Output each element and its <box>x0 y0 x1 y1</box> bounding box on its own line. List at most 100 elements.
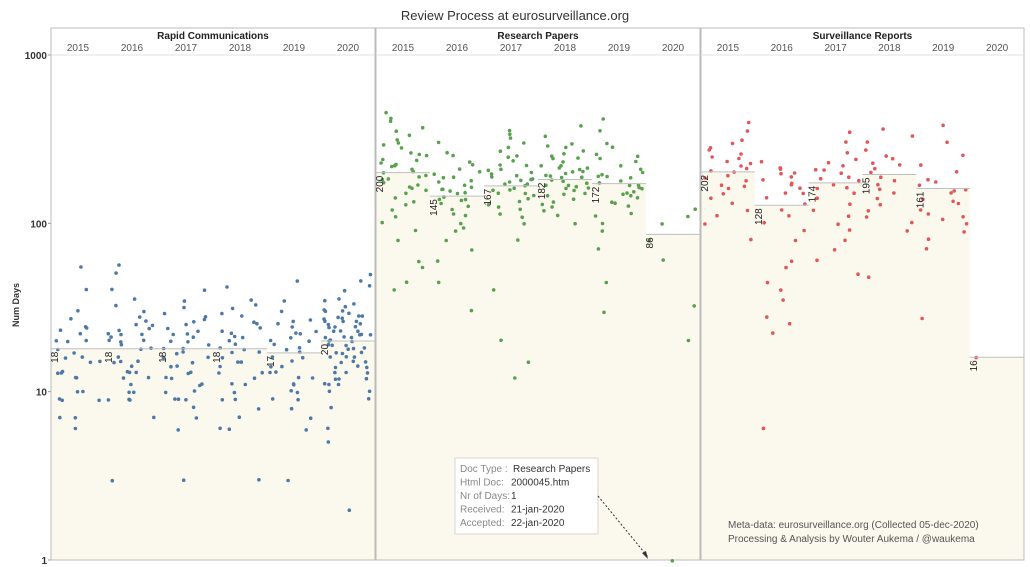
data-point <box>73 426 78 431</box>
panel-title: Rapid Communications <box>157 31 269 42</box>
data-point <box>347 508 352 512</box>
data-point <box>566 183 571 188</box>
data-point <box>364 376 369 381</box>
data-point <box>280 364 284 369</box>
data-point <box>286 478 290 483</box>
data-point <box>892 191 896 195</box>
data-point <box>513 376 517 380</box>
year-label: 2015 <box>392 43 415 54</box>
data-point <box>548 174 553 178</box>
data-point <box>125 369 130 374</box>
data-point <box>878 202 883 207</box>
data-point <box>304 428 309 432</box>
data-point <box>836 222 840 226</box>
data-point <box>432 172 437 176</box>
data-point <box>491 288 496 292</box>
data-point <box>561 179 565 183</box>
data-point <box>139 347 143 352</box>
data-point <box>218 364 222 369</box>
data-point <box>455 191 460 196</box>
data-point <box>420 265 425 270</box>
data-point <box>522 222 526 226</box>
data-point <box>119 342 124 347</box>
data-point <box>161 355 166 360</box>
data-point <box>341 319 345 324</box>
data-point <box>876 182 880 187</box>
median-label-2020: 16 <box>969 360 980 372</box>
data-point <box>508 188 512 192</box>
data-point <box>910 134 915 138</box>
data-point <box>730 201 734 206</box>
data-point <box>230 382 234 386</box>
data-point <box>349 335 354 340</box>
data-point <box>106 398 111 402</box>
data-point <box>97 398 101 403</box>
data-point <box>844 140 848 144</box>
data-point <box>326 342 331 347</box>
data-point <box>336 382 341 387</box>
median-label-2016: 18 <box>104 351 115 363</box>
data-point <box>296 397 300 402</box>
data-point <box>459 221 463 226</box>
data-point <box>182 299 187 303</box>
data-point <box>877 187 882 192</box>
data-point <box>220 311 224 316</box>
data-point <box>328 355 333 359</box>
data-point <box>367 284 372 288</box>
data-point <box>506 145 511 150</box>
tooltip-box <box>454 457 599 535</box>
data-point <box>845 151 850 155</box>
data-point <box>282 299 287 303</box>
year-label: 2015 <box>67 43 90 54</box>
panel-frame <box>375 27 701 561</box>
data-point <box>352 355 357 359</box>
data-point <box>954 170 959 174</box>
data-point <box>169 364 173 369</box>
data-point <box>544 183 548 188</box>
data-point <box>647 238 652 242</box>
data-point <box>559 175 564 180</box>
median-area-2016 <box>754 205 809 560</box>
data-point <box>381 143 386 147</box>
data-point <box>308 416 313 421</box>
data-point <box>467 160 472 164</box>
data-point <box>150 323 155 328</box>
data-point <box>117 328 121 333</box>
data-point <box>686 338 691 343</box>
data-point <box>323 335 328 340</box>
data-point <box>249 298 253 302</box>
data-point <box>289 336 293 340</box>
data-point <box>404 280 409 285</box>
data-point <box>798 186 802 190</box>
data-point <box>508 136 513 140</box>
data-point <box>329 405 333 410</box>
data-point <box>564 145 568 150</box>
median-label-2015: 18 <box>50 351 61 363</box>
data-point <box>441 175 446 180</box>
data-point <box>182 305 186 310</box>
tooltip-value: 22-jan-2020 <box>511 518 565 529</box>
data-point <box>181 478 186 483</box>
data-point <box>63 356 68 360</box>
data-point <box>330 343 335 348</box>
median-label-2015: 200 <box>375 175 386 192</box>
median-label-2018: 182 <box>537 182 548 199</box>
data-point <box>344 355 349 359</box>
data-point <box>140 332 144 337</box>
data-point <box>65 339 70 344</box>
year-label: 2019 <box>283 43 306 54</box>
tooltip-key: Doc Type : <box>460 464 508 475</box>
median-label-2016: 145 <box>429 199 440 216</box>
data-point <box>463 197 468 202</box>
year-label: 2017 <box>824 43 847 54</box>
data-point <box>594 152 599 157</box>
data-point <box>127 390 131 395</box>
data-point <box>175 364 179 368</box>
data-point <box>395 138 400 142</box>
panel-title: Research Papers <box>497 31 579 42</box>
data-point <box>602 310 606 315</box>
panel-surveillance-reports: Surveillance Reports 2015 2016 2017 2018 2019… <box>700 27 1025 561</box>
data-point <box>331 329 336 334</box>
data-point <box>337 297 341 301</box>
data-point <box>692 304 696 308</box>
